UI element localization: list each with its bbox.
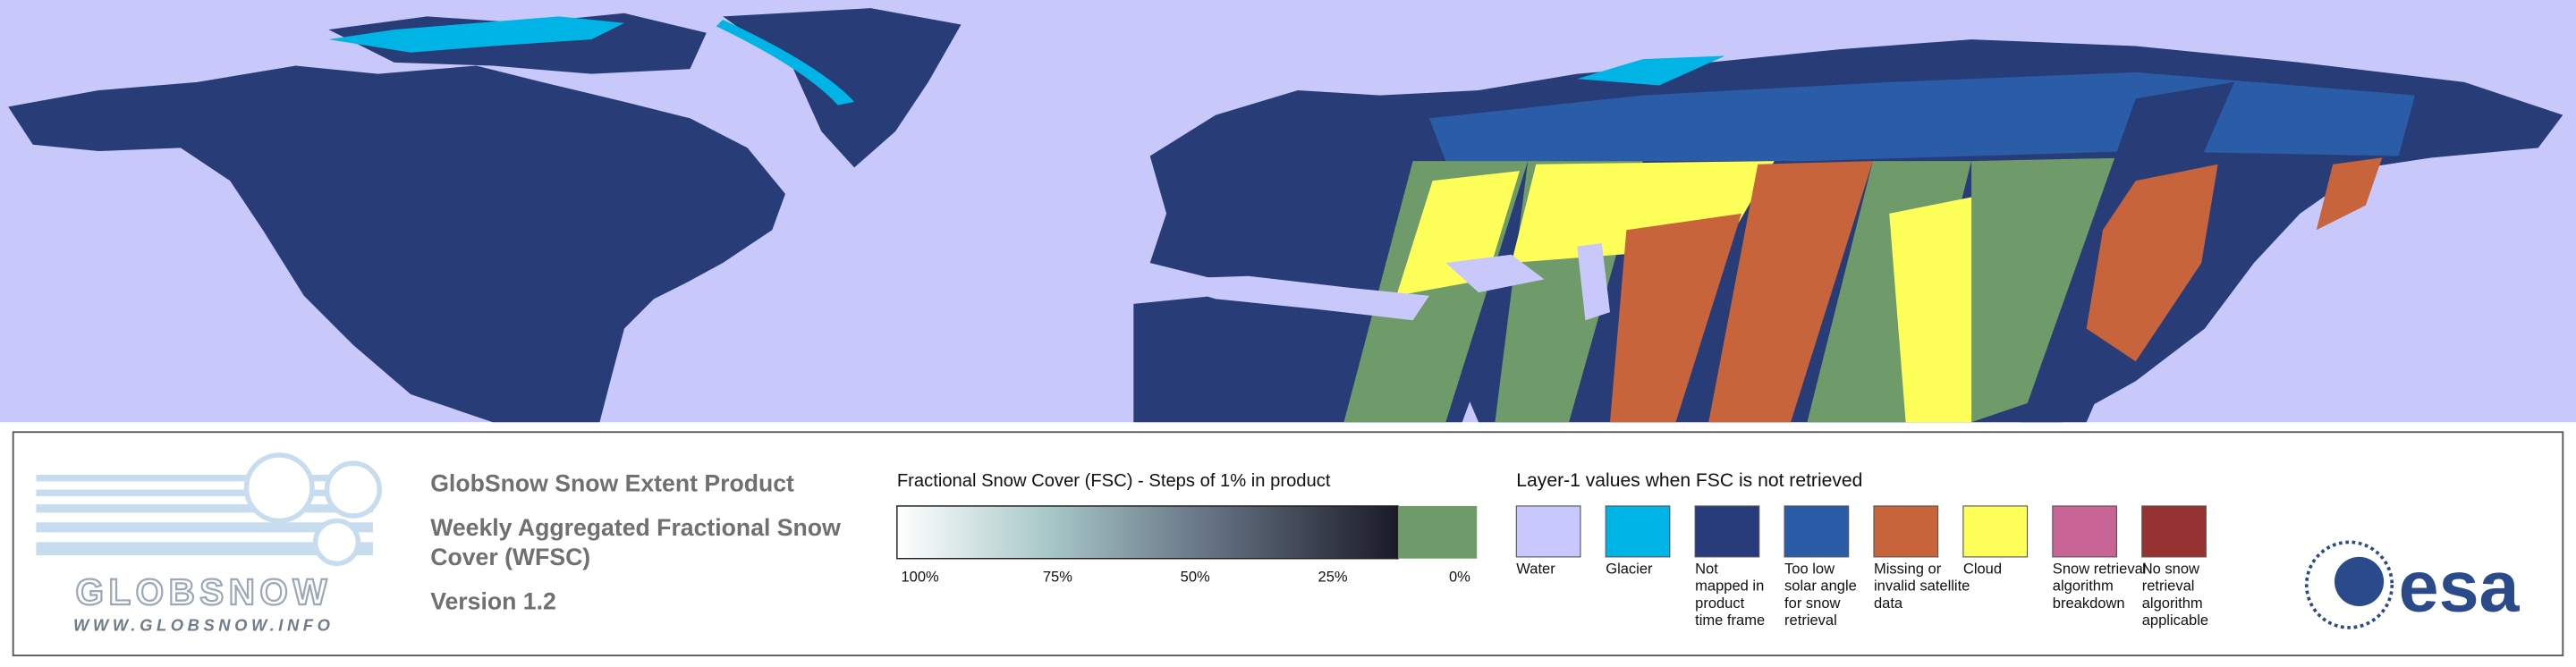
legend-swatch (1784, 505, 1850, 558)
legend-label: retrieval (2142, 578, 2195, 595)
legend-label: applicable (2142, 612, 2208, 629)
legend-label: data (1874, 595, 1903, 612)
legend-label: retrieval (1784, 612, 1837, 629)
legend-swatch (1605, 505, 1671, 558)
legend-label: solar angle (1784, 578, 1857, 595)
esa-logo: esa (2304, 540, 2521, 629)
legend-label: algorithm (2053, 578, 2114, 595)
globsnow-logo: GLOBSNOW WWW.GLOBSNOW.INFO (36, 452, 383, 635)
black-sea (1445, 254, 1545, 293)
greenland (723, 8, 962, 168)
swath-orange-2 (1708, 161, 1873, 423)
fsc-tick-label: 0% (1449, 568, 1470, 585)
swath-orange-3 (2086, 164, 2218, 362)
swath-orange-1 (1610, 213, 1741, 423)
legend-label: product (1695, 595, 1744, 612)
legend-swatch (1873, 505, 1939, 558)
north-america (8, 65, 785, 423)
fsc-gradient (896, 505, 1399, 560)
fsc-tick-label: 100% (901, 568, 939, 585)
map (0, 0, 2576, 423)
logo-name: GLOBSNOW (76, 571, 332, 612)
glacier-siberia (1577, 55, 1725, 86)
legend-swatch (1515, 505, 1581, 558)
legend-swatch (1962, 505, 2029, 558)
legend-label: Glacier (1606, 560, 1653, 577)
legend-label: algorithm (2142, 595, 2203, 612)
legend-label: Cloud (1963, 560, 2002, 577)
legend-swatch (1694, 505, 1760, 558)
legend-label: breakdown (2053, 595, 2125, 612)
legend-label: Water (1516, 560, 1555, 577)
fsc-tick-label: 75% (1043, 568, 1072, 585)
legend-swatch (2052, 505, 2118, 558)
fsc-zero-block (1398, 505, 1478, 559)
glacier-greenland (716, 20, 855, 106)
fsc-tick-label: 50% (1181, 568, 1210, 585)
fsc-title: Fractional Snow Cover (FSC) - Steps of 1… (897, 471, 1331, 491)
legend-label: Not (1695, 560, 1718, 577)
legend-label: Missing or (1874, 560, 1942, 577)
logo-url: WWW.GLOBSNOW.INFO (73, 616, 334, 635)
mediterranean (1149, 275, 1429, 321)
legend-label: for snow (1784, 595, 1840, 612)
legend-label: invalid satellite (1874, 578, 1970, 595)
product-version: Version 1.2 (430, 588, 556, 615)
product-subtitle: Cover (WFSC) (430, 544, 590, 570)
product-subtitle: Weekly Aggregated Fractional Snow (430, 514, 841, 541)
swath-orange-4 (2316, 157, 2383, 231)
fsc-tick-label: 25% (1318, 568, 1348, 585)
legend-label: Too low (1784, 560, 1835, 577)
caspian-sea (1577, 242, 1610, 321)
fsc-ticks: 100% 75% 50% 25% 0% (901, 568, 1470, 585)
legend-swatch (2141, 505, 2207, 558)
legend-label: No snow (2142, 560, 2199, 577)
legend-label: Snow retrieval (2053, 560, 2147, 577)
layer1-title: Layer-1 values when FSC is not retrieved (1516, 470, 1862, 491)
product-title: GlobSnow Snow Extent Product (430, 469, 794, 496)
esa-text: esa (2399, 547, 2521, 628)
glacier-arctic (328, 16, 624, 53)
legend-label: time frame (1695, 612, 1765, 629)
legend-label: mapped in (1695, 578, 1764, 595)
